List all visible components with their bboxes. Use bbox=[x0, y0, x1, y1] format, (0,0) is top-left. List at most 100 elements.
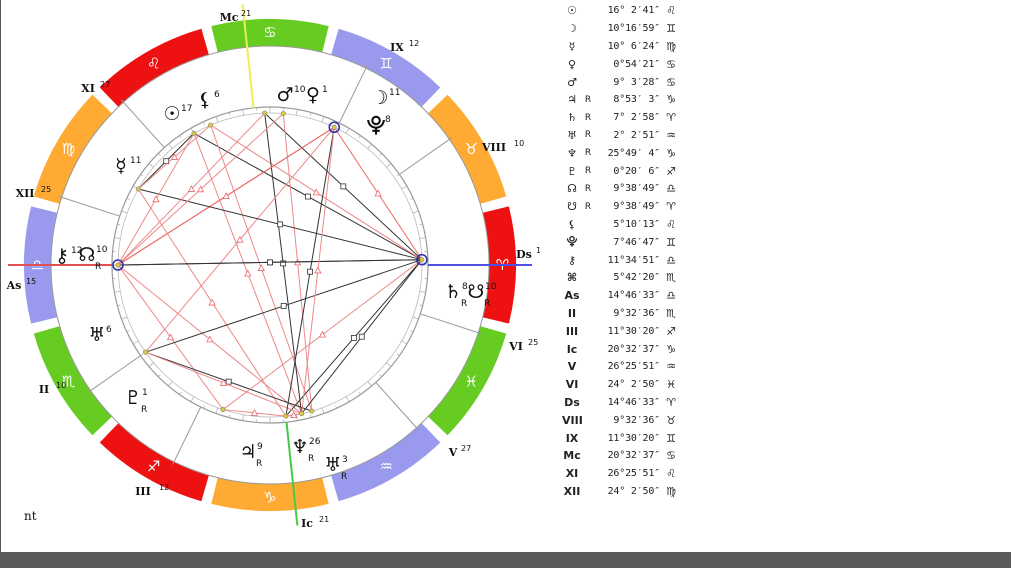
sign-glyph: ♈ bbox=[666, 395, 676, 409]
planet-degree: 12 bbox=[71, 246, 82, 256]
degree-tick bbox=[228, 414, 231, 418]
position-value: 9° 3′28″ bbox=[613, 76, 660, 88]
retrograde-flag: R bbox=[584, 94, 592, 105]
position-value: 14°46′33″ bbox=[607, 290, 661, 302]
planet-label: ⚸ 6 bbox=[198, 89, 220, 111]
planet-label: ☉ 17 bbox=[163, 103, 192, 125]
planet-glyph: Mc bbox=[563, 449, 581, 463]
aspect-triangle-marker bbox=[152, 195, 160, 203]
planet-glyph: ♇ bbox=[124, 387, 141, 409]
sign-glyph: ♋ bbox=[263, 24, 276, 42]
planet-label: ♄ 8 R bbox=[444, 281, 468, 309]
degree-tick bbox=[117, 223, 121, 226]
planet-dot bbox=[280, 111, 286, 117]
position-row: ☽ 10°16′59″ ♊ bbox=[562, 20, 712, 38]
house-cusp-line bbox=[420, 313, 482, 335]
planet-glyph: XII bbox=[563, 484, 581, 498]
planet-dot bbox=[115, 262, 121, 268]
aspect-triangle-marker bbox=[170, 153, 179, 160]
degree-ticks bbox=[112, 107, 428, 423]
planet-glyph: XI bbox=[565, 467, 579, 481]
house-labels: As15II10III12Ic21V27VI25Ds15VIII10IX12Mc… bbox=[6, 9, 540, 530]
aspect-triangle-marker bbox=[314, 266, 322, 274]
planet-glyph: ♄ bbox=[567, 111, 577, 125]
planet-glyph: ♆ bbox=[291, 436, 308, 458]
left-frame-border bbox=[0, 0, 1, 552]
position-value: 24° 2′50″ bbox=[607, 379, 661, 391]
position-value: 20°32′37″ bbox=[607, 343, 661, 355]
planet-glyph: ♆ bbox=[567, 146, 577, 160]
position-value: 26°25′51″ bbox=[607, 361, 661, 373]
planet-dot bbox=[220, 407, 226, 413]
degree-tick bbox=[190, 396, 195, 403]
aspect-triangle-marker bbox=[187, 185, 196, 192]
planet-glyph: ♅ bbox=[88, 324, 105, 346]
position-value: 24° 2′50″ bbox=[607, 485, 661, 497]
planet-glyph: VI bbox=[565, 378, 579, 392]
retrograde-mark: R bbox=[484, 299, 490, 309]
aspect-triangle-marker bbox=[208, 298, 216, 306]
sign-glyph: ♏ bbox=[666, 306, 676, 320]
planet-label: ♂ 10 bbox=[276, 84, 305, 106]
planet-glyph: II bbox=[567, 306, 577, 320]
planet-label: ⯓ 8 bbox=[367, 114, 391, 136]
position-row: XII 24° 2′50″ ♍ bbox=[562, 483, 712, 501]
degree-tick bbox=[148, 163, 154, 168]
house-label: Mc bbox=[220, 11, 239, 24]
planet-degree: 11 bbox=[389, 88, 400, 98]
planet-degree: 17 bbox=[181, 104, 192, 114]
axis-line bbox=[241, 4, 255, 108]
sign-glyph: ♍ bbox=[62, 140, 75, 158]
sign-glyph: ♋ bbox=[666, 449, 676, 463]
planet-glyph: As bbox=[564, 289, 580, 303]
planet-label: ♅ 3 R bbox=[324, 454, 347, 482]
house-cusp-line bbox=[87, 355, 141, 393]
planet-glyph: ☽ bbox=[371, 87, 388, 109]
position-value: 11°30′20″ bbox=[607, 432, 661, 444]
sign-glyph: ♐ bbox=[666, 324, 676, 338]
sign-glyph: ♈ bbox=[666, 111, 676, 125]
retrograde-mark: R bbox=[341, 472, 347, 482]
degree-tick bbox=[386, 362, 392, 367]
sign-glyph: ♑ bbox=[263, 489, 276, 507]
degree-tick bbox=[379, 153, 382, 156]
planet-degree: 9 bbox=[257, 442, 263, 452]
planet-dot bbox=[142, 349, 148, 355]
degree-tick bbox=[114, 237, 121, 239]
sign-segment bbox=[428, 94, 507, 204]
position-value: 2° 2′51″ bbox=[613, 129, 660, 141]
position-value: 0°54′21″ bbox=[613, 58, 660, 70]
planet-degree: 1 bbox=[322, 85, 328, 95]
sign-glyph: ♏ bbox=[666, 271, 676, 285]
planet-labels: ☉ 17 ⚸ 6 ♂ 10 ♀ 1 ☽ 11⯓ 8☿ 11⚷ 12☊ 10R♄ 8R☋ 10R♅ 6♇ 1R♃ 9R… bbox=[55, 84, 497, 482]
house-degree: 25 bbox=[41, 185, 51, 194]
planet-glyph: ♂ bbox=[276, 84, 293, 106]
house-cusp-line bbox=[375, 382, 419, 431]
position-value: 11°34′51″ bbox=[607, 254, 661, 266]
aspect-square-marker bbox=[277, 221, 284, 228]
retrograde-mark: R bbox=[141, 405, 147, 415]
planet-markers bbox=[112, 110, 428, 419]
sign-segment bbox=[211, 18, 329, 53]
sign-segment bbox=[331, 28, 441, 107]
planet-degree: 26 bbox=[309, 437, 321, 447]
house-cusp-line bbox=[121, 99, 165, 148]
planet-dot bbox=[309, 408, 315, 414]
degree-tick bbox=[345, 127, 350, 134]
planet-glyph: ♃ bbox=[239, 441, 256, 463]
aspect-triangle-marker bbox=[374, 189, 382, 197]
retrograde-mark: R bbox=[308, 454, 314, 464]
sign-glyph: ♍ bbox=[666, 39, 676, 53]
aspect-square-marker bbox=[340, 183, 347, 190]
footer-note: nt bbox=[24, 509, 37, 523]
planet-degree: 10 bbox=[294, 85, 306, 95]
aspect-triangle-marker bbox=[206, 335, 214, 343]
degree-tick bbox=[367, 381, 372, 387]
aspect-square-marker bbox=[225, 378, 232, 385]
planet-glyph: ☊ bbox=[79, 244, 96, 266]
sign-glyph: ♑ bbox=[666, 146, 676, 160]
aspect-square-marker bbox=[280, 303, 287, 309]
position-row: ♃ R 8°53′ 3″ ♑ bbox=[562, 91, 712, 109]
degree-tick bbox=[396, 174, 400, 177]
planet-glyph: ☉ bbox=[567, 4, 577, 18]
